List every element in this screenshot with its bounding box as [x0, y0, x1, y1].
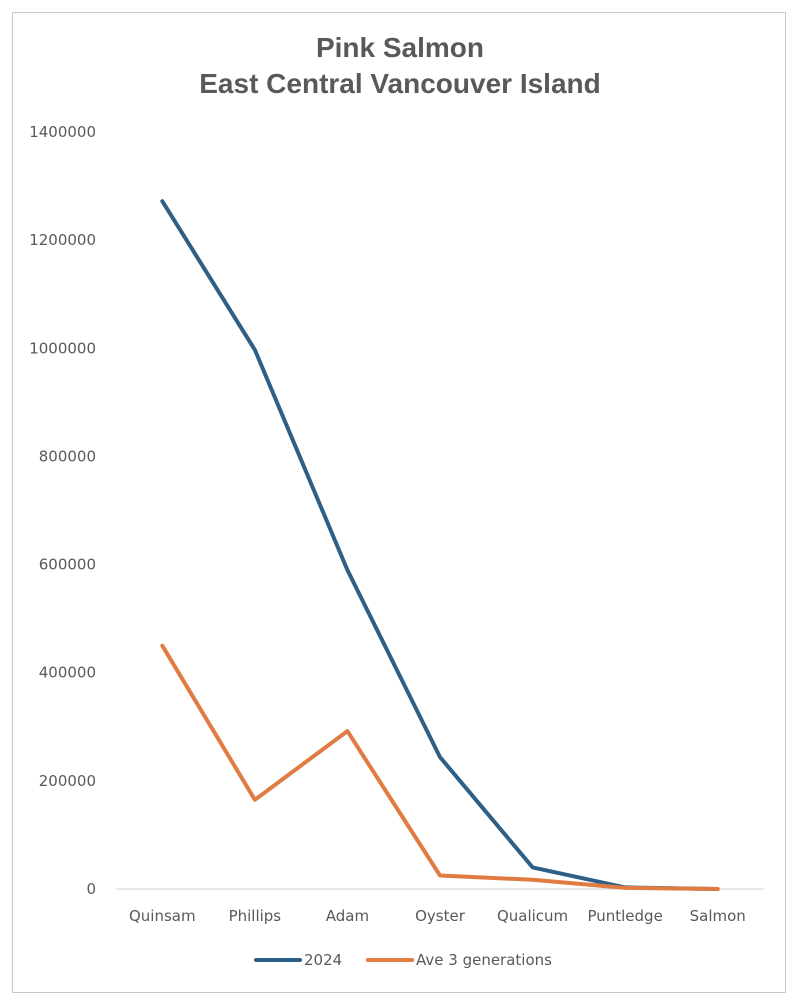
y-tick-label: 0	[86, 880, 96, 898]
chart-subtitle: East Central Vancouver Island	[199, 68, 601, 99]
y-tick-label: 1200000	[29, 231, 96, 249]
y-tick-label: 200000	[39, 772, 96, 790]
x-tick-label: Salmon	[690, 907, 746, 925]
y-tick-label: 800000	[39, 447, 96, 465]
x-tick-label: Quinsam	[129, 907, 196, 925]
y-tick-label: 1400000	[29, 123, 96, 141]
y-tick-label: 1000000	[29, 339, 96, 357]
x-tick-label: Oyster	[415, 907, 466, 925]
series-line-1	[160, 643, 720, 891]
x-tick-label: Puntledge	[587, 907, 662, 925]
legend-label: Ave 3 generations	[416, 951, 552, 969]
y-tick-label: 600000	[39, 556, 96, 574]
x-tick-label: Adam	[326, 907, 369, 925]
x-tick-label: Qualicum	[497, 907, 568, 925]
y-tick-label: 400000	[39, 664, 96, 682]
legend-label: 2024	[304, 951, 342, 969]
chart-title: Pink Salmon	[315, 32, 485, 63]
x-tick-label: Phillips	[229, 907, 282, 925]
chart-frame	[12, 12, 786, 993]
chart-title-block: Pink Salmon East Central Vancouver Islan…	[0, 30, 800, 102]
